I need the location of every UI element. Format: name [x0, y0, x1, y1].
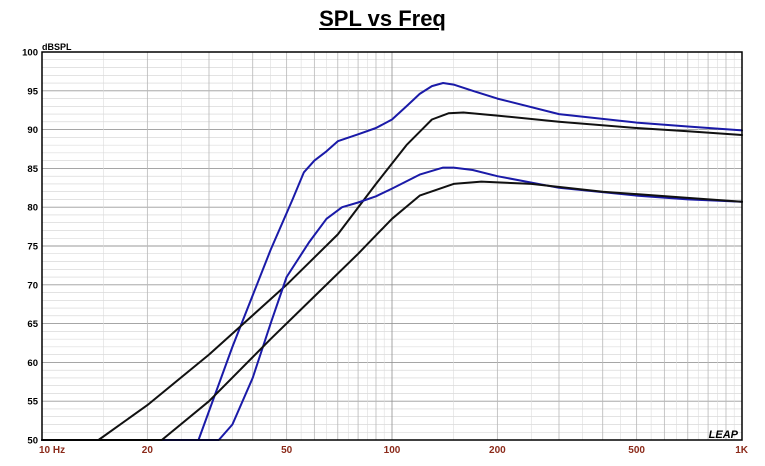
y-tick-label: 65 — [27, 319, 38, 330]
y-tick-label: 90 — [27, 125, 38, 136]
x-tick-label: 200 — [489, 445, 506, 456]
y-tick-label: 80 — [27, 203, 38, 214]
leap-watermark: LEAP — [709, 429, 739, 441]
series-line-2 — [41, 111, 743, 441]
y-axis-label: dBSPL — [42, 42, 72, 52]
series-line-1 — [41, 82, 743, 441]
x-tick-label: 500 — [628, 445, 645, 456]
y-tick-label: 100 — [22, 48, 38, 59]
chart-title: SPL vs Freq — [319, 6, 446, 31]
series-lines — [41, 82, 743, 441]
y-tick-label: 75 — [27, 242, 38, 253]
grid — [41, 51, 742, 441]
y-tick-label: 60 — [27, 358, 38, 369]
y-tick-label: 70 — [27, 280, 38, 291]
x-tick-label: 10 Hz — [39, 445, 65, 456]
y-tick-label: 50 — [27, 436, 38, 447]
plot-frame — [41, 51, 743, 441]
y-tick-label: 85 — [27, 164, 38, 175]
y-tick-labels: 100 95 90 85 80 75 70 65 60 55 50 — [22, 48, 39, 447]
x-tick-label: 20 — [142, 445, 154, 456]
series-line-4 — [41, 180, 743, 441]
x-tick-label: 50 — [281, 445, 293, 456]
y-tick-label: 95 — [27, 86, 38, 97]
x-tick-label: 100 — [384, 445, 401, 456]
x-tick-label: 1K — [735, 445, 749, 456]
x-tick-labels: 10 Hz 20 50 100 200 500 1K — [39, 445, 749, 456]
y-tick-label: 55 — [27, 397, 38, 408]
